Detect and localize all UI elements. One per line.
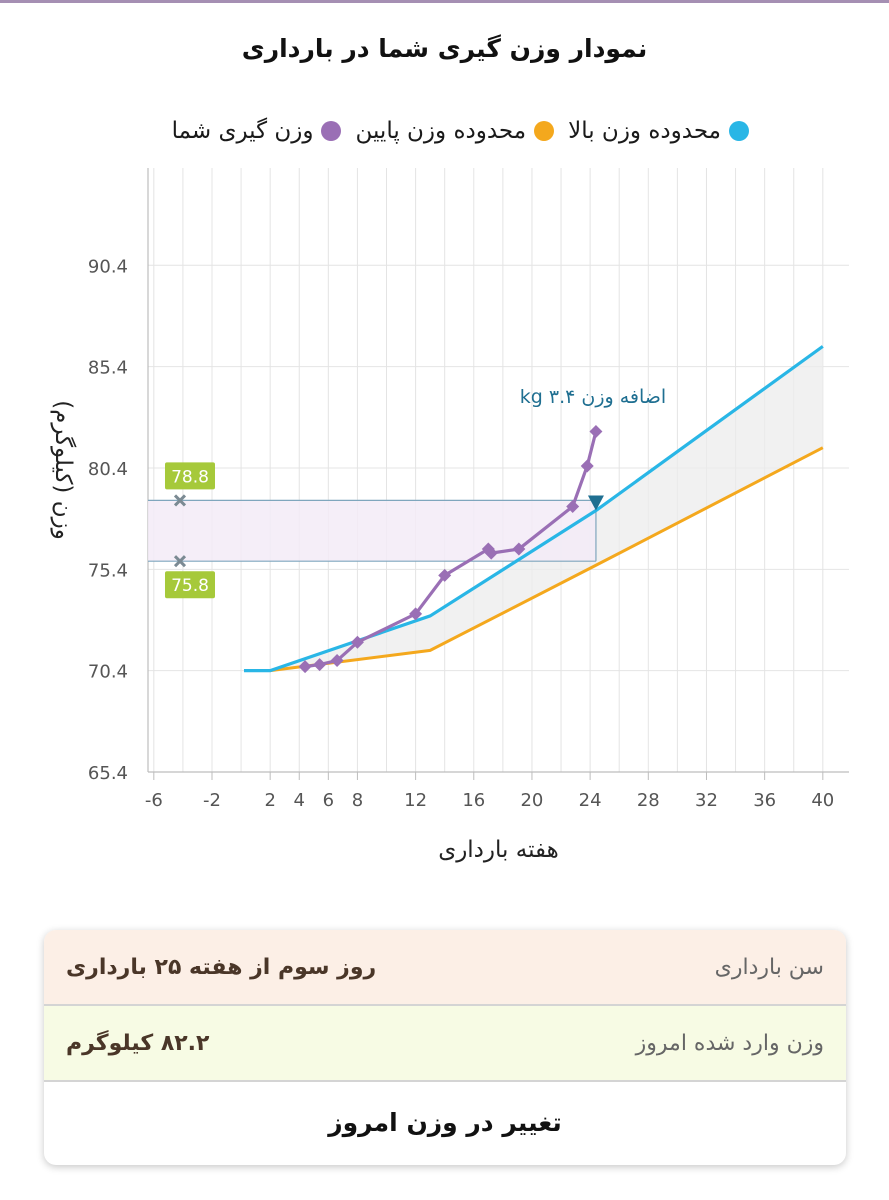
- legend-label-lower: محدوده وزن پایین: [355, 118, 527, 144]
- legend-label-yours: وزن گیری شما: [171, 118, 314, 144]
- user-weight-point: [313, 658, 327, 672]
- legend-item-upper: محدوده وزن بالا: [568, 118, 749, 144]
- x-tick-label: 16: [462, 790, 485, 811]
- change-weight-button[interactable]: تغییر در وزن امروز: [328, 1108, 562, 1137]
- band-label-box: [164, 571, 215, 599]
- user-weight-point: [589, 424, 603, 438]
- band-marker-x: [173, 555, 187, 568]
- info-card: سن بارداری روز سوم از هفته ۲۵ بارداری وز…: [44, 930, 846, 1165]
- band-label-text: 75.8: [171, 576, 209, 596]
- user-weight-point: [512, 542, 526, 556]
- x-tick-label: -2: [203, 790, 221, 811]
- y-tick-label: 85.4: [88, 358, 128, 379]
- x-tick-label: 36: [753, 790, 776, 811]
- weight-gain-annotation: اضافه وزن ۳.۴ kg: [520, 386, 666, 408]
- x-tick-label: 4: [294, 790, 305, 811]
- user-weight-point: [409, 607, 423, 621]
- user-weight-point: [298, 660, 312, 674]
- pregnancy-age-row: سن بارداری روز سوم از هفته ۲۵ بارداری: [44, 930, 846, 1006]
- y-axis-title: وزن (کیلوگرم): [50, 400, 77, 540]
- x-tick-label: 8: [352, 790, 363, 811]
- x-tick-label: 2: [264, 790, 275, 811]
- top-accent-line: [0, 0, 889, 3]
- x-tick-label: -6: [145, 790, 163, 811]
- legend-dot-upper: [729, 121, 749, 141]
- legend-dot-yours: [321, 121, 342, 141]
- user-weight-point: [350, 635, 364, 649]
- y-tick-label: 70.4: [88, 662, 128, 683]
- x-tick-label: 12: [404, 790, 427, 811]
- y-tick-label: 90.4: [88, 256, 128, 277]
- y-tick-label: 65.4: [88, 763, 128, 784]
- x-tick-label: 40: [811, 790, 834, 811]
- x-tick-label: 24: [579, 790, 602, 811]
- user-weight-point: [438, 568, 452, 582]
- legend-dot-lower: [534, 121, 555, 141]
- legend-label-upper: محدوده وزن بالا: [568, 118, 721, 144]
- upper-range-line: [243, 345, 824, 673]
- legend-item-yours: وزن گیری شما: [172, 118, 342, 144]
- chart-title: نمودار وزن گیری شما در بارداری: [241, 34, 648, 63]
- today-weight-value: ۸۲.۲ کیلوگرم: [66, 1030, 210, 1056]
- legend-item-lower: محدوده وزن پایین: [355, 118, 555, 144]
- band-label-box: [164, 462, 215, 490]
- lower-range-line: [269, 446, 824, 673]
- y-tick-label: 80.4: [88, 459, 128, 480]
- x-axis-title: هفته بارداری: [438, 837, 559, 863]
- x-tick-label: 6: [323, 790, 334, 811]
- pregnancy-age-label: سن بارداری: [714, 954, 824, 980]
- today-weight-label: وزن وارد شده امروز: [635, 1030, 824, 1056]
- today-weight-row: وزن وارد شده امروز ۸۲.۲ کیلوگرم: [44, 1006, 846, 1082]
- x-tick-label: 28: [637, 790, 660, 811]
- user-weight-point: [330, 654, 344, 668]
- x-tick-label: 32: [695, 790, 718, 811]
- user-weight-point: [484, 546, 498, 560]
- user-weight-point: [580, 459, 594, 473]
- weight-chart: 65.470.475.480.485.490.4-6 -2 2 4 6 8 12 16 20 24…: [50, 168, 849, 863]
- pregnancy-age-value: روز سوم از هفته ۲۵ بارداری: [66, 954, 377, 980]
- band-label-text: 78.8: [171, 467, 209, 487]
- chart-legend: محدوده وزن بالا محدوده وزن پایین وزن گیر…: [172, 118, 749, 144]
- band-marker-x: [173, 494, 187, 507]
- y-tick-label: 75.4: [88, 560, 128, 581]
- weight-gain-arrow: [587, 495, 604, 511]
- x-tick-label: 20: [520, 790, 543, 811]
- user-weight-point: [566, 499, 580, 513]
